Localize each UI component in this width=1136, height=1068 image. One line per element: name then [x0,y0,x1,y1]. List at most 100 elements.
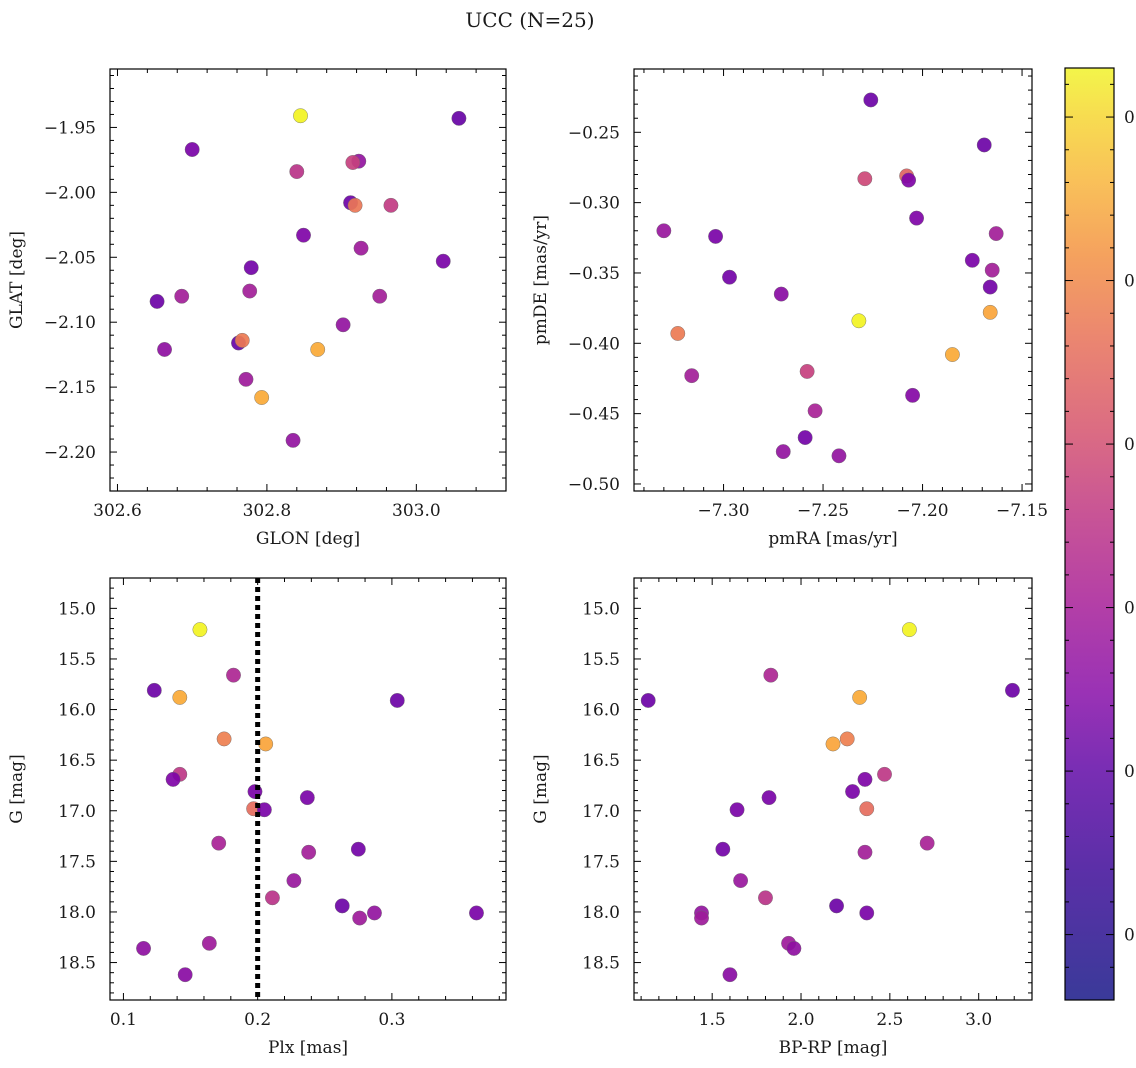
x-tick-label: 1.5 [699,1010,726,1030]
y-tick-label: −2.15 [44,378,96,398]
y-tick-label: 18.5 [58,954,96,974]
y-tick-label: 16.0 [582,701,620,721]
y-axis-label: pmDE [mas/yr] [531,215,551,345]
scatter-point [157,342,172,357]
scatter-point [265,890,280,906]
scatter-point [389,693,405,708]
colorbar-tick-label: 0.8 [1124,272,1136,292]
scatter-point [234,332,250,348]
x-tick-label: 303.0 [392,501,441,521]
x-tick-label: −7.25 [797,501,849,521]
y-tick-label: 15.0 [582,599,620,619]
scatter-point [901,172,917,188]
colorbar: 0.4 0.5 0.6 0.7 0.8 0.9 [1064,67,1136,1001]
scatter-point [640,693,656,708]
scatter-point [216,731,232,747]
colorbar-tick-label: 0.4 [1124,926,1136,946]
x-tick-label: 0.1 [110,1010,137,1030]
scatter-point [763,667,779,683]
scatter-point [825,736,841,752]
scatter-point [293,108,308,124]
colorbar-tick-label: 0.5 [1124,762,1136,782]
scatter-point [286,873,302,888]
scatter-point [451,110,467,126]
axes-frame [109,68,507,492]
scatter-point [733,873,749,888]
scatter-point [684,368,700,384]
scatter-point [367,905,382,921]
scatter-point [174,288,190,304]
scatter-point [258,736,274,752]
scatter-point [177,967,193,983]
scatter-point [839,731,855,747]
axes-frame [633,577,1033,1001]
y-tick-label: −1.95 [44,118,96,138]
scatter-point [165,771,181,787]
y-tick-label: 15.5 [58,650,96,670]
x-tick-label: −7.30 [697,501,749,521]
y-axis-label: G [mag] [531,754,551,823]
y-tick-label: 17.0 [582,802,620,822]
scatter-point [857,771,873,787]
panel-glon_glat: 302.6 302.8 303.0 −1.95 −2.00 −2.05 −2.10 −2.15… [7,68,507,549]
y-tick-label: −0.30 [568,194,620,214]
y-axis-label: GLAT [deg] [7,231,27,329]
scatter-points [136,622,484,983]
scatter-point [761,790,777,806]
x-tick-label: 0.2 [244,1010,271,1030]
x-axis-label: pmRA [mas/yr] [768,529,897,549]
scatter-point [799,364,815,379]
x-tick-label: 302.8 [243,501,292,521]
x-tick-label: 0.3 [378,1010,405,1030]
scatter-point [350,841,366,857]
panel-plx_g: 0.1 0.2 0.3 15.0 15.5 16.0 16.5 17.0 17.5 18.0 18.… [7,577,507,1058]
scatter-point [857,844,873,860]
scatter-point [851,313,867,329]
scatter-point [352,910,368,926]
x-tick-label: 2.5 [876,1010,903,1030]
scatter-point [242,283,258,299]
scatter-point [715,841,731,857]
scatter-point [211,835,227,851]
y-tick-label: −0.50 [568,475,620,495]
x-axis-label: BP-RP [mag] [779,1038,888,1058]
scatter-point [976,137,992,153]
scatter-point [285,432,301,448]
y-tick-label: 18.5 [582,954,620,974]
scatter-point [758,890,773,906]
y-tick-label: 15.0 [58,599,96,619]
scatter-point [982,279,998,295]
scatter-point [694,910,709,926]
scatter-point [670,326,686,341]
y-tick-label: −2.10 [44,313,96,333]
y-axis-label: G [mag] [7,754,27,823]
scatter-point [845,784,860,799]
scatter-point [831,448,847,464]
scatter-point [829,898,844,914]
y-tick-label: 18.0 [58,903,96,923]
y-tick-label: −2.05 [44,248,96,268]
axes-frame [109,577,507,1001]
scatter-point [289,164,305,179]
scatter-point [988,226,1004,241]
scatter-point [877,766,892,782]
figure-suptitle: UCC (N=25) [465,8,594,32]
y-tick-label: −0.35 [568,264,620,284]
scatter-point [184,142,200,157]
x-tick-label: −7.20 [896,501,948,521]
scatter-point [722,269,737,285]
scatter-point [353,240,369,256]
scatter-point [469,905,484,921]
x-tick-label: 2.0 [787,1010,814,1030]
scatter-point [982,304,998,320]
colorbar-gradient [1064,67,1115,1001]
y-tick-label: 18.0 [582,903,620,923]
scatter-point [383,197,399,213]
scatter-point [192,622,208,638]
scatter-point [863,92,879,108]
x-tick-label: 3.0 [965,1010,992,1030]
scatter-point [334,898,350,914]
scatter-points [656,92,1004,464]
y-tick-label: −0.40 [568,334,620,354]
